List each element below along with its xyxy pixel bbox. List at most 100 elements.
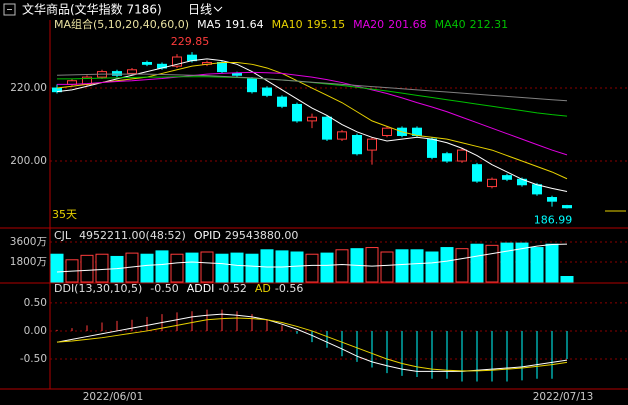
period-selector[interactable]: 日线: [188, 3, 212, 17]
volume-bar: [260, 249, 274, 283]
candle-body: [337, 131, 347, 140]
x-tick-label: 2022/06/01: [83, 391, 144, 403]
indicator-line: [56, 317, 568, 372]
volume-bar: [395, 249, 409, 283]
candle-body: [247, 78, 257, 93]
volume-bar: [530, 247, 544, 283]
candle-body: [262, 87, 272, 96]
legend-value: 29543880.00: [225, 229, 298, 242]
candle-body: [127, 69, 137, 74]
legend-name: ADDI: [187, 282, 215, 295]
high-label: 229.85: [171, 35, 210, 48]
candle-body: [442, 153, 452, 162]
candle-body: [322, 116, 332, 140]
candle-body: [142, 61, 152, 65]
volume-bar: [215, 253, 229, 283]
candle-body: [472, 164, 482, 182]
legend-value: -0.50: [150, 282, 178, 295]
legend-name: AD: [255, 282, 271, 295]
legend-value: 4952211.00(48:52): [79, 229, 186, 242]
volume-bar: [305, 253, 319, 283]
y-tick-label: -0.50: [20, 353, 47, 365]
menu-icon[interactable]: [3, 3, 16, 16]
volume-bar: [470, 243, 484, 283]
candle-body: [502, 175, 512, 180]
volume-bar: [170, 253, 184, 283]
ma-line: [56, 73, 568, 102]
candle-body: [562, 205, 572, 209]
volume-bar: [380, 251, 394, 283]
volume-bar: [95, 253, 109, 283]
volume-bar: [140, 253, 154, 283]
volume-bar: [365, 247, 379, 283]
candle-body: [307, 116, 317, 122]
volume-bar: [335, 249, 349, 283]
volume-bar: [155, 250, 169, 283]
volume-bar: [185, 252, 199, 283]
volume-bar: [320, 252, 334, 283]
legend-value: -0.56: [275, 282, 303, 295]
volume-bar: [290, 251, 304, 283]
legend-name: MA5: [197, 18, 221, 31]
y-tick-label: 0.50: [24, 297, 47, 309]
volume-bar: [500, 242, 514, 283]
volume-bar: [410, 249, 424, 283]
volume-bar: [200, 251, 214, 283]
legend-name: MA10: [272, 18, 303, 31]
volume-bar: [515, 242, 529, 283]
candle-body: [532, 184, 542, 195]
volume-bar: [245, 253, 259, 283]
volume-bar: [230, 252, 244, 283]
volume-bar: [50, 253, 64, 283]
ma-line: [56, 58, 568, 193]
y-tick-label: 1800万: [10, 256, 47, 268]
candle-body: [292, 103, 302, 122]
legend-value: 195.15: [307, 18, 346, 31]
indicator-header: CJL 4952211.00(48:52) OPID 29543880.00: [54, 229, 298, 242]
candle-body: [217, 61, 227, 73]
candle-body: [352, 134, 362, 155]
volume-bar: [455, 248, 469, 283]
volume-bar: [80, 254, 94, 283]
indicator-title: DDI(13,30,10,5): [54, 282, 142, 295]
period-label: 35天: [52, 208, 77, 221]
volume-bar: [440, 247, 454, 283]
candle-body: [112, 71, 122, 76]
candle-body: [457, 149, 467, 162]
candle-body: [367, 138, 377, 151]
y-tick-label: 220.00: [10, 82, 47, 94]
volume-bar: [560, 275, 574, 283]
y-tick-label: 200.00: [10, 155, 47, 167]
candle-body: [487, 178, 497, 188]
indicator-title: CJL: [54, 229, 72, 242]
indicator-header: DDI(13,30,10,5) -0.50 ADDI -0.52 AD -0.56: [54, 282, 303, 295]
volume-bar: [425, 251, 439, 283]
volume-bar: [545, 243, 559, 283]
instrument-title[interactable]: 文华商品(文华指数 7186): [22, 2, 162, 17]
ma-line: [57, 71, 568, 156]
legend-value: 191.64: [225, 18, 264, 31]
indicator-header: MA组合(5,10,20,40,60,0) MA5 191.64 MA10 195.15…: [54, 17, 508, 31]
candle-body: [232, 72, 242, 76]
x-tick-label: 2022/07/13: [533, 391, 594, 403]
period-chevron[interactable]: [213, 6, 223, 12]
volume-bar: [485, 244, 499, 283]
candle-body: [547, 197, 557, 202]
y-tick-label: 0.00: [24, 325, 47, 337]
indicator-title: MA组合(5,10,20,40,60,0): [54, 17, 189, 31]
candle-body: [277, 96, 287, 107]
legend-name: MA20: [353, 18, 384, 31]
low-label: 186.99: [534, 214, 573, 227]
legend-value: -0.52: [218, 282, 246, 295]
candle-body: [172, 56, 182, 67]
legend-value: 201.68: [388, 18, 427, 31]
legend-name: MA40: [435, 18, 466, 31]
indicator-line: [56, 313, 568, 372]
opid-line: [56, 243, 568, 273]
candle-body: [427, 138, 437, 158]
legend-name: OPID: [194, 229, 221, 242]
candle-body: [382, 127, 392, 136]
